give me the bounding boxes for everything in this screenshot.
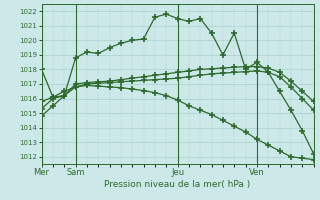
- X-axis label: Pression niveau de la mer( hPa ): Pression niveau de la mer( hPa ): [104, 180, 251, 189]
